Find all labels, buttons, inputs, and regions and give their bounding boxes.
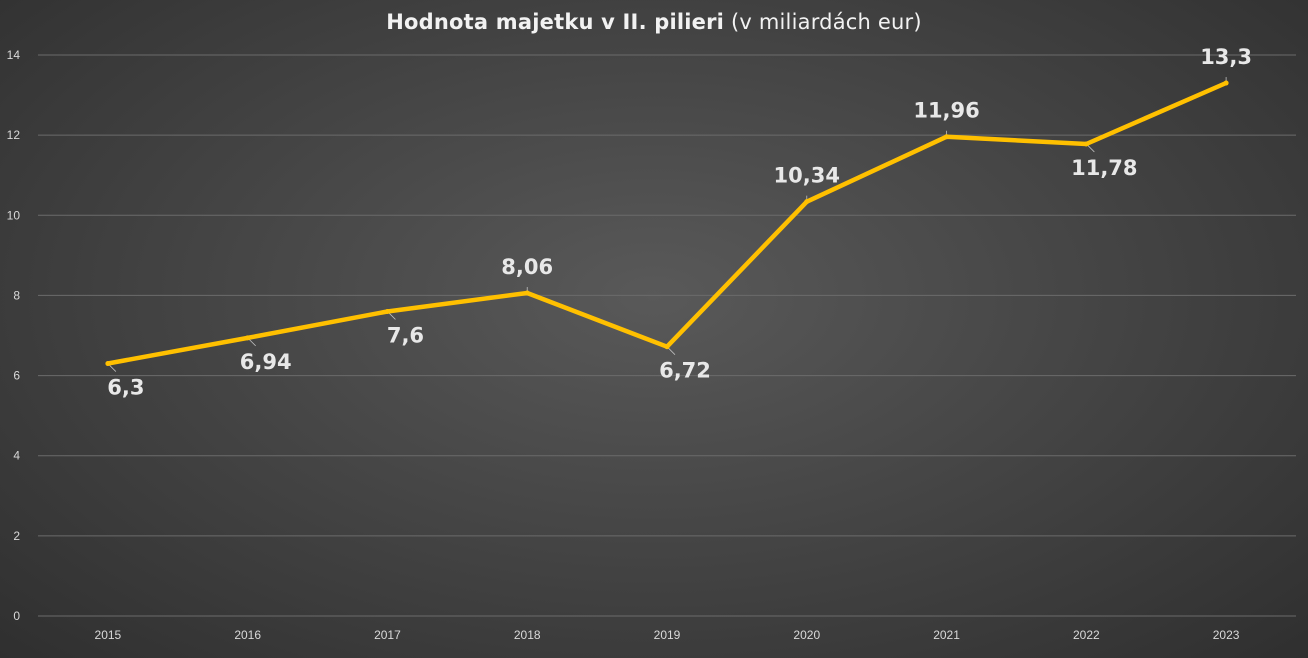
data-labels: 6,3 6,94 7,6 8,06 6,72 10,34 11,96 11,78 13,3	[107, 45, 1252, 400]
data-point	[804, 199, 810, 205]
chart-title: Hodnota majetku v II. pilieri (v miliard…	[0, 10, 1308, 34]
data-label: 6,94	[240, 350, 292, 374]
data-point	[524, 290, 530, 296]
data-point	[1223, 80, 1229, 86]
x-tick-label: 2016	[234, 628, 261, 642]
y-tick-label: 6	[13, 369, 20, 383]
series-layer	[105, 80, 1229, 367]
x-tick-label: 2020	[793, 628, 820, 642]
x-tick-label: 2023	[1213, 628, 1240, 642]
y-tick-label: 12	[7, 128, 21, 142]
y-tick-label: 14	[7, 48, 21, 62]
x-tick-label: 2015	[95, 628, 122, 642]
series-line	[105, 80, 1229, 366]
x-tick-label: 2018	[514, 628, 541, 642]
data-label: 7,6	[387, 323, 424, 347]
data-label: 8,06	[501, 255, 553, 279]
x-tick-label: 2021	[933, 628, 960, 642]
x-tick-label: 2019	[654, 628, 681, 642]
data-point	[1083, 141, 1089, 147]
data-point	[664, 344, 670, 350]
data-point	[384, 308, 390, 314]
y-tick-label: 10	[7, 208, 21, 222]
y-tick-label: 4	[13, 449, 20, 463]
y-axis-ticks: 0 2 4 6 8 10 12 14	[7, 48, 21, 623]
x-tick-label: 2017	[374, 628, 401, 642]
y-tick-label: 8	[13, 288, 20, 302]
gridlines	[38, 54, 1296, 617]
x-tick-label: 2022	[1073, 628, 1100, 642]
leader-lines	[107, 77, 1227, 372]
y-tick-label: 2	[13, 529, 20, 543]
chart-title-bold: Hodnota majetku v II. pilieri	[386, 10, 725, 34]
y-tick-label: 0	[13, 609, 20, 623]
data-point	[245, 335, 251, 341]
data-label: 11,96	[913, 99, 979, 123]
data-label: 6,72	[659, 359, 711, 383]
data-label: 11,78	[1071, 156, 1137, 180]
data-point	[944, 134, 950, 140]
data-label: 10,34	[774, 164, 840, 188]
data-label: 13,3	[1200, 45, 1252, 69]
chart-title-rest: (v miliardách eur)	[724, 10, 922, 34]
data-point	[105, 361, 111, 367]
data-label: 6,3	[107, 376, 144, 400]
x-axis-ticks: 2015 2016 2017 2018 2019 2020 2021 2022 2023	[95, 628, 1240, 642]
